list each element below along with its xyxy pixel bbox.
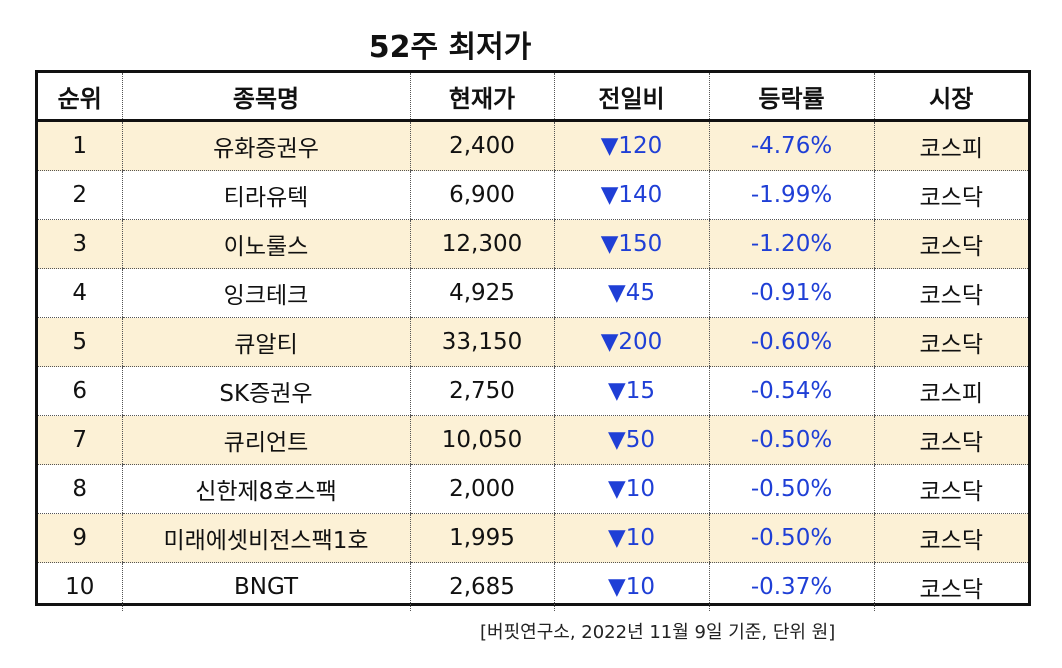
cell-rank: 7 [38,415,122,465]
cell-change: ▼10 [553,464,709,514]
cell-rank: 2 [38,170,122,220]
cell-price: 6,900 [409,170,554,220]
table-row: 10 BNGT 2,685 ▼10 -0.37% 코스닥 [38,562,1028,611]
cell-market: 코스닥 [873,513,1028,563]
table-row: 6 SK증권우 2,750 ▼15 -0.54% 코스피 [38,366,1028,416]
cell-price: 33,150 [409,317,554,367]
cell-rate: -0.37% [708,562,874,611]
cell-name: 이노룰스 [121,219,410,269]
cell-rate: -0.91% [708,268,874,318]
cell-name: 티라유텍 [121,170,410,220]
cell-rank: 8 [38,464,122,514]
cell-change: ▼10 [553,562,709,611]
table-row: 1 유화증권우 2,400 ▼120 -4.76% 코스피 [38,120,1028,171]
cell-market: 코스피 [873,120,1028,171]
header-change: 전일비 [553,73,709,122]
cell-rate: -0.54% [708,366,874,416]
cell-price: 2,400 [409,120,554,171]
page-title: 52주 최저가 [368,30,532,65]
cell-name: 신한제8호스팩 [121,464,410,514]
cell-price: 4,925 [409,268,554,318]
cell-change: ▼150 [553,219,709,269]
cell-name: SK증권우 [121,366,410,416]
cell-rate: -1.99% [708,170,874,220]
cell-price: 2,750 [409,366,554,416]
cell-name: 유화증권우 [121,120,410,171]
cell-name: 큐알티 [121,317,410,367]
cell-change: ▼200 [553,317,709,367]
cell-market: 코스닥 [873,219,1028,269]
cell-change: ▼140 [553,170,709,220]
table-row: 7 큐리언트 10,050 ▼50 -0.50% 코스닥 [38,415,1028,465]
cell-price: 1,995 [409,513,554,563]
cell-price: 10,050 [409,415,554,465]
cell-market: 코스닥 [873,268,1028,318]
table-header-row: 순위 종목명 현재가 전일비 등락률 시장 [38,73,1028,122]
cell-name: 미래에셋비전스팩1호 [121,513,410,563]
cell-rate: -4.76% [708,120,874,171]
cell-change: ▼15 [553,366,709,416]
cell-rank: 3 [38,219,122,269]
cell-price: 2,685 [409,562,554,611]
cell-market: 코스닥 [873,170,1028,220]
cell-name: 큐리언트 [121,415,410,465]
cell-rate: -1.20% [708,219,874,269]
cell-price: 12,300 [409,219,554,269]
header-rank: 순위 [38,73,122,122]
cell-rank: 10 [65,574,95,600]
table-row: 3 이노룰스 12,300 ▼150 -1.20% 코스닥 [38,219,1028,269]
cell-market: 코스닥 [873,317,1028,367]
cell-rank: 4 [38,268,122,318]
cell-change: ▼50 [553,415,709,465]
cell-market: 코스닥 [873,415,1028,465]
cell-name: BNGT [121,562,410,611]
cell-rate: -0.50% [708,415,874,465]
cell-rate: -0.50% [708,513,874,563]
header-name: 종목명 [121,73,410,122]
cell-rank: 6 [38,366,122,416]
cell-rank: 9 [38,513,122,563]
table-row: 2 티라유텍 6,900 ▼140 -1.99% 코스닥 [38,170,1028,220]
header-market: 시장 [873,73,1028,122]
stock-table: 순위 종목명 현재가 전일비 등락률 시장 1 유화증권우 2,400 ▼120 -4.… [35,70,1031,611]
cell-rate: -0.50% [708,464,874,514]
cell-market: 코스닥 [873,562,1028,611]
cell-rank: 1 [38,120,122,171]
cell-name: 잉크테크 [121,268,410,318]
cell-rate: -0.60% [708,317,874,367]
cell-change: ▼120 [553,120,709,171]
table-row: 4 잉크테크 4,925 ▼45 -0.91% 코스닥 [38,268,1028,318]
header-price: 현재가 [409,73,554,122]
source-note: [버핏연구소, 2022년 11월 9일 기준, 단위 원] [480,622,836,643]
cell-change: ▼45 [553,268,709,318]
cell-change: ▼10 [553,513,709,563]
table-row: 9 미래에셋비전스팩1호 1,995 ▼10 -0.50% 코스닥 [38,513,1028,563]
table-row: 8 신한제8호스팩 2,000 ▼10 -0.50% 코스닥 [38,464,1028,514]
header-rate: 등락률 [708,73,874,122]
cell-market: 코스닥 [873,464,1028,514]
cell-price: 2,000 [409,464,554,514]
table-row: 5 큐알티 33,150 ▼200 -0.60% 코스닥 [38,317,1028,367]
cell-market: 코스피 [873,366,1028,416]
cell-rank: 5 [38,317,122,367]
